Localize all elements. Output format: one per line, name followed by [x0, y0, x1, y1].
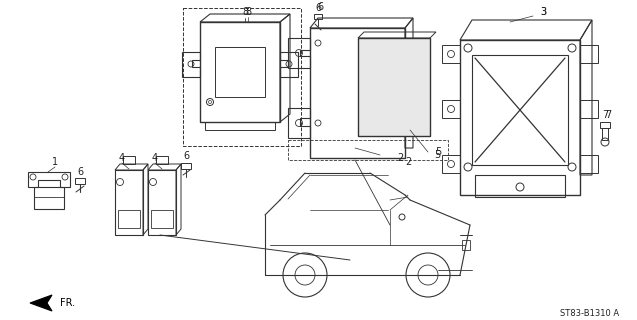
Text: 1: 1 [52, 157, 58, 167]
Text: 7: 7 [602, 110, 608, 120]
Bar [310, 28, 405, 158]
Bar [358, 38, 430, 136]
Text: 6: 6 [315, 3, 321, 13]
Bar [75, 178, 85, 184]
Text: 4: 4 [119, 153, 125, 163]
Text: 2: 2 [397, 153, 403, 163]
Bar [156, 156, 168, 164]
Bar [288, 140, 448, 160]
Bar [600, 122, 610, 128]
Bar [200, 22, 280, 122]
Bar [460, 40, 580, 195]
Text: 5: 5 [435, 147, 441, 157]
Text: 5: 5 [434, 150, 440, 160]
Text: 6: 6 [183, 151, 189, 161]
Text: 3: 3 [540, 7, 546, 17]
Polygon shape [30, 295, 52, 311]
Text: 4: 4 [152, 153, 158, 163]
Text: 6: 6 [317, 2, 323, 12]
Bar [205, 122, 275, 130]
Text: FR.: FR. [61, 298, 76, 308]
Text: 8: 8 [245, 7, 251, 17]
Bar [123, 156, 135, 164]
Bar [314, 14, 322, 19]
Bar [215, 47, 265, 97]
Bar [183, 8, 301, 146]
Text: 6: 6 [77, 167, 83, 177]
Bar [475, 175, 565, 197]
Bar [34, 187, 64, 209]
Bar [181, 163, 191, 169]
Bar [472, 55, 568, 165]
Bar [118, 210, 140, 228]
Text: 8: 8 [242, 7, 248, 17]
Bar [602, 128, 608, 140]
Bar [151, 210, 173, 228]
Bar [462, 240, 470, 250]
Bar [148, 170, 176, 235]
Bar [115, 170, 143, 235]
Text: 3: 3 [540, 7, 546, 17]
Text: 2: 2 [405, 157, 411, 167]
Text: ST83-B1310 A: ST83-B1310 A [560, 308, 619, 317]
Text: 7: 7 [605, 110, 611, 120]
